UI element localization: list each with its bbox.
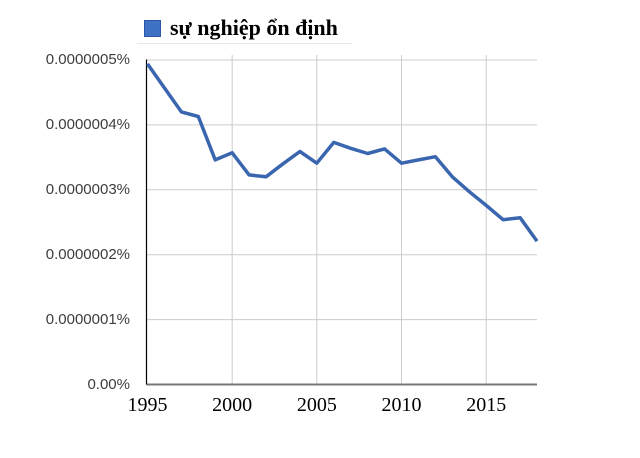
- x-tick-label: 2000: [212, 394, 253, 416]
- chart-legend[interactable]: sự nghiệp ổn định: [144, 13, 338, 43]
- x-tick-label: 2015: [466, 394, 507, 416]
- legend-underline: [137, 43, 352, 44]
- x-tick-label: 2005: [296, 394, 337, 416]
- y-tick-label: 0.0000003%: [45, 180, 130, 198]
- y-tick-label: 0.00%: [87, 375, 130, 393]
- x-tick-label: 1995: [127, 394, 168, 416]
- legend-color-swatch: [144, 19, 161, 37]
- y-tick-label: 0.0000005%: [45, 51, 130, 68]
- y-tick-label: 0.0000004%: [45, 115, 130, 133]
- legend-label: sự nghiệp ổn định: [170, 15, 338, 40]
- series-line[interactable]: [146, 62, 539, 243]
- x-tick-label: 2010: [381, 394, 422, 416]
- y-tick-label: 0.0000001%: [45, 310, 130, 328]
- y-tick-label: 0.0000002%: [45, 245, 130, 263]
